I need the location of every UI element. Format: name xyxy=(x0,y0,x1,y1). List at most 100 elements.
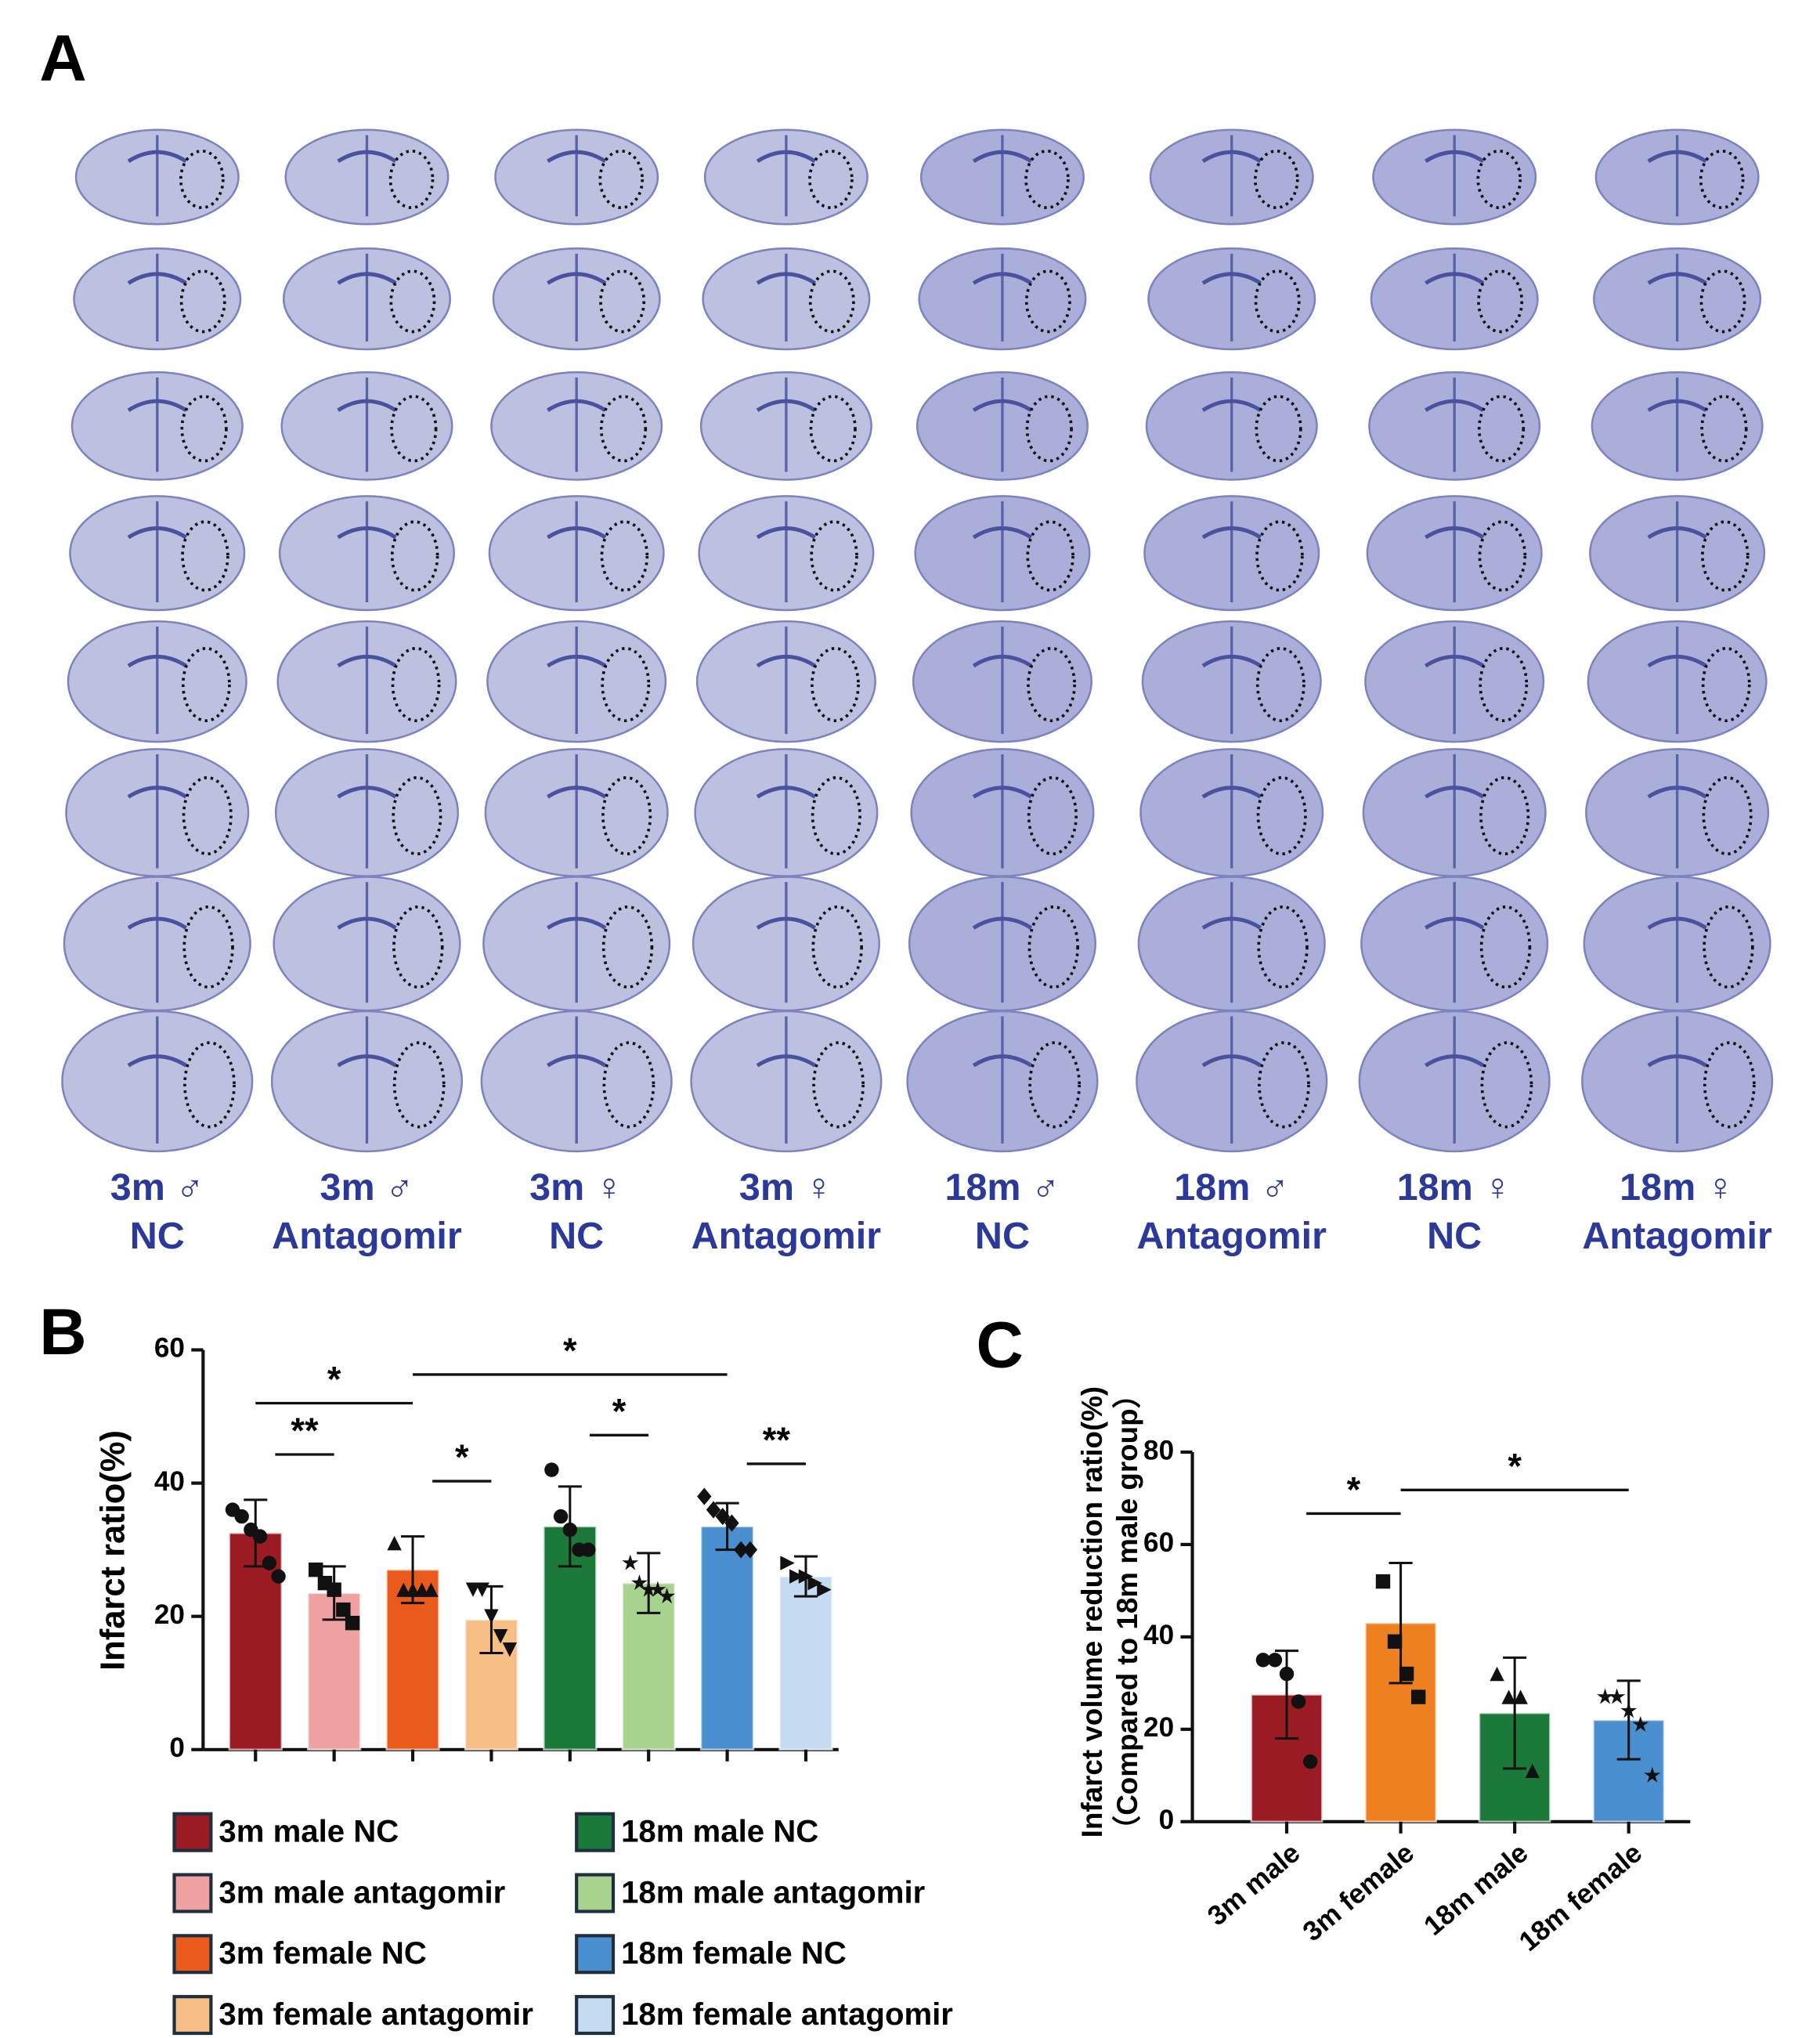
ventricle xyxy=(1201,916,1262,930)
infarct-outline xyxy=(1477,269,1524,334)
data-point xyxy=(1302,1754,1318,1769)
significance-label: * xyxy=(1347,1470,1361,1510)
ventricle xyxy=(1425,150,1485,164)
infarct-outline xyxy=(1476,150,1522,209)
data-point xyxy=(502,1642,518,1657)
ventricle xyxy=(337,150,397,164)
group-label: Antagomir xyxy=(272,1215,462,1257)
legend-label: 18m female NC xyxy=(621,1935,847,1971)
data-point xyxy=(262,1556,277,1570)
legend-swatch xyxy=(575,1873,616,1913)
infarct-outline xyxy=(1257,905,1309,989)
legend-swatch xyxy=(575,1995,616,2036)
infarct-outline xyxy=(181,646,231,723)
data-point xyxy=(1644,1766,1661,1783)
infarct-outline xyxy=(1701,646,1751,723)
ventricle xyxy=(127,916,187,930)
ventricle xyxy=(1201,1054,1262,1068)
infarct-outline xyxy=(1479,646,1529,723)
group-label: Antagomir xyxy=(1582,1215,1772,1257)
infarct-outline xyxy=(1026,520,1074,592)
legend-label: 18m female antagomir xyxy=(621,1996,953,2032)
group-label: 3m ♀ xyxy=(529,1166,623,1209)
data-point xyxy=(1525,1763,1540,1779)
ventricle xyxy=(1647,916,1707,930)
infarct-outline xyxy=(1701,520,1750,592)
y-tick-label: 20 xyxy=(154,1599,185,1630)
legend-swatch xyxy=(172,1873,213,1913)
group-label: 18m ♀ xyxy=(1397,1166,1512,1209)
legend-label: 18m male NC xyxy=(621,1813,818,1848)
infarct-outline xyxy=(1478,520,1527,592)
ventricle xyxy=(127,786,187,799)
data-point xyxy=(345,1615,360,1631)
x-tick-label: 18m male xyxy=(1418,1837,1534,1942)
data-point xyxy=(1513,1689,1528,1704)
infarct-outline xyxy=(1254,150,1299,209)
data-point xyxy=(484,1609,499,1624)
data-point xyxy=(405,1582,421,1597)
infarct-outline xyxy=(811,776,861,856)
infarct-outline xyxy=(1699,269,1746,334)
infarct-outline xyxy=(183,1041,236,1129)
infarct-outline xyxy=(1027,646,1076,723)
infarct-outline xyxy=(808,150,854,209)
infarct-outline xyxy=(1703,1041,1756,1129)
ventricle xyxy=(972,272,1033,285)
infarct-outline xyxy=(1025,395,1073,463)
data-point xyxy=(271,1569,286,1584)
ventricle xyxy=(1425,916,1485,930)
ventricle xyxy=(972,916,1033,930)
y-tick-label: 80 xyxy=(1143,1435,1174,1465)
ventricle xyxy=(1425,526,1485,540)
ventricle xyxy=(127,272,187,285)
ventricle xyxy=(547,654,607,668)
data-point xyxy=(553,1509,569,1524)
infarct-outline xyxy=(390,520,439,592)
significance-label: * xyxy=(327,1360,341,1400)
significance-label: * xyxy=(455,1437,469,1477)
data-point xyxy=(1375,1574,1391,1589)
infarct-outline xyxy=(601,776,652,856)
infarct-outline xyxy=(179,269,226,334)
significance-label: * xyxy=(1508,1447,1522,1487)
data-point xyxy=(475,1582,489,1597)
ventricle xyxy=(337,526,397,540)
data-point xyxy=(544,1462,559,1477)
data-point xyxy=(234,1509,249,1524)
ventricle xyxy=(547,786,607,799)
ventricle xyxy=(1201,526,1262,540)
infarct-outline xyxy=(811,905,863,989)
group-label: 18m ♂ xyxy=(1174,1166,1289,1209)
group-label: 3m ♀ xyxy=(739,1166,833,1209)
ventricle xyxy=(127,654,187,668)
data-point xyxy=(581,1542,596,1557)
legend-label: 3m male antagomir xyxy=(218,1874,505,1910)
ventricle xyxy=(756,654,817,668)
ventricle xyxy=(547,1054,607,1068)
infarct-outline xyxy=(1027,776,1078,856)
ventricle xyxy=(1647,654,1707,668)
infarct-outline xyxy=(390,395,438,463)
data-point xyxy=(733,1541,749,1559)
group-label: Antagomir xyxy=(1136,1215,1327,1257)
data-point xyxy=(1255,1653,1271,1668)
infarct-outline xyxy=(601,646,651,723)
bar xyxy=(228,1532,283,1751)
data-point xyxy=(630,1574,648,1591)
ventricle xyxy=(1647,150,1707,164)
legend-swatch xyxy=(172,1812,213,1852)
ventricle xyxy=(972,654,1033,668)
infarct-outline xyxy=(1477,395,1526,463)
y-axis-label: （Compared to 18m male group） xyxy=(1111,1380,1143,1845)
infarct-outline xyxy=(810,520,858,592)
group-label: 18m ♀ xyxy=(1620,1166,1735,1209)
significance-label: ** xyxy=(763,1420,791,1460)
ventricle xyxy=(547,272,607,285)
y-tick-label: 60 xyxy=(1143,1527,1174,1558)
ventricle xyxy=(1425,399,1485,412)
data-point xyxy=(1501,1689,1516,1704)
infarct-outline xyxy=(599,395,648,463)
ventricle xyxy=(127,399,187,412)
ventricle xyxy=(972,526,1033,540)
